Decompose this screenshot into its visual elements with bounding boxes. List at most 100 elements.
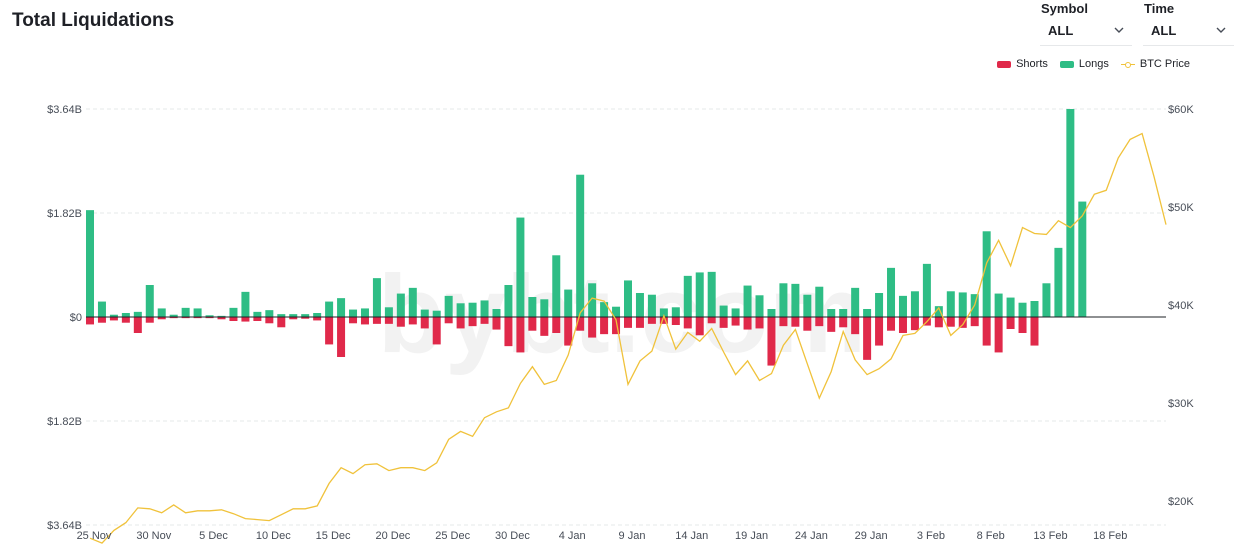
x-axis-tick: 25 Nov: [77, 530, 112, 542]
chevron-down-icon: [1216, 27, 1226, 33]
long-bar: [97, 301, 106, 317]
short-bar: [910, 317, 919, 331]
long-bar: [612, 306, 621, 317]
long-bar: [600, 302, 609, 317]
long-bar: [1006, 297, 1015, 317]
long-bar: [492, 309, 501, 317]
symbol-select-value: ALL: [1048, 23, 1074, 38]
x-axis-tick: 30 Nov: [136, 530, 171, 542]
left-axis-tick: $3.64B: [47, 104, 82, 116]
long-bar: [157, 308, 166, 317]
short-bar: [970, 317, 979, 327]
legend-item-btc-price[interactable]: BTC Price: [1120, 58, 1190, 70]
long-bar: [1066, 109, 1075, 317]
long-bar: [480, 300, 489, 317]
short-bar: [1030, 317, 1039, 346]
long-bar: [468, 302, 477, 317]
short-bar: [803, 317, 812, 331]
short-bar: [946, 317, 955, 327]
short-bar: [516, 317, 525, 353]
long-bar: [982, 231, 991, 317]
long-bar: [193, 308, 202, 317]
legend-label-shorts: Shorts: [1016, 58, 1048, 70]
short-bar: [468, 317, 477, 327]
long-bar: [910, 291, 919, 317]
long-bar: [707, 271, 716, 317]
short-bar: [719, 317, 728, 328]
short-bar: [408, 317, 417, 325]
short-bar: [743, 317, 752, 330]
short-bar: [791, 317, 800, 327]
right-axis-tick: $50K: [1168, 202, 1194, 214]
long-bar: [540, 299, 549, 317]
long-bar: [408, 287, 417, 317]
left-axis-tick: $1.82B: [47, 416, 82, 428]
short-bar: [875, 317, 884, 346]
short-bar: [157, 317, 166, 320]
long-bar: [839, 309, 848, 317]
short-bar: [301, 317, 310, 319]
long-bar: [349, 309, 358, 317]
long-bar: [659, 308, 668, 317]
left-axis-tick: $3.64B: [47, 520, 82, 532]
x-axis-tick: 29 Jan: [855, 530, 888, 542]
long-bar: [671, 307, 680, 317]
short-bar: [647, 317, 656, 324]
page-title: Total Liquidations: [12, 10, 175, 31]
short-bar: [181, 317, 190, 319]
x-axis-tick: 20 Dec: [375, 530, 410, 542]
short-bar: [659, 317, 668, 324]
x-axis-tick: 10 Dec: [256, 530, 291, 542]
legend-item-shorts[interactable]: Shorts: [997, 58, 1048, 70]
long-bar: [1078, 201, 1087, 317]
symbol-label: Symbol: [1041, 1, 1088, 16]
x-axis-tick: 24 Jan: [795, 530, 828, 542]
short-bar: [588, 317, 597, 338]
long-bar: [719, 305, 728, 317]
long-bar: [121, 313, 130, 317]
short-bar: [133, 317, 142, 333]
x-axis-tick: 15 Dec: [316, 530, 351, 542]
long-bar: [683, 275, 692, 317]
time-select[interactable]: ALL: [1143, 19, 1234, 46]
time-label: Time: [1144, 1, 1175, 16]
short-bar: [337, 317, 346, 357]
short-bar: [683, 317, 692, 329]
legend-item-longs[interactable]: Longs: [1059, 58, 1109, 70]
short-bar: [349, 317, 358, 324]
long-bar: [779, 283, 788, 317]
short-bar: [229, 317, 238, 321]
short-bar: [994, 317, 1003, 353]
short-bar: [1006, 317, 1015, 329]
short-bar: [552, 317, 561, 333]
short-bar: [671, 317, 680, 325]
short-bar: [755, 317, 764, 329]
chart-legend: Shorts Longs BTC Price: [997, 58, 1190, 70]
short-bar: [827, 317, 836, 332]
long-bar: [994, 293, 1003, 317]
x-axis-tick: 14 Jan: [675, 530, 708, 542]
long-bar: [265, 310, 274, 317]
symbol-select[interactable]: ALL: [1040, 19, 1132, 46]
short-bar: [779, 317, 788, 327]
legend-label-btc-price: BTC Price: [1139, 58, 1190, 70]
short-bar: [456, 317, 465, 329]
short-bar: [1018, 317, 1027, 333]
short-bar: [145, 317, 154, 323]
long-bar: [576, 174, 585, 317]
short-bar: [396, 317, 405, 327]
short-bar: [576, 317, 585, 331]
btc-price-swatch: [1120, 61, 1135, 68]
short-bar: [707, 317, 716, 324]
short-bar: [934, 317, 943, 328]
short-bar: [767, 317, 776, 366]
long-bar: [958, 292, 967, 317]
long-bar: [851, 287, 860, 317]
short-bar: [420, 317, 429, 329]
long-bar: [1042, 283, 1051, 317]
short-bar: [384, 317, 393, 324]
btc-price-line: [89, 132, 1167, 544]
long-bar: [169, 314, 178, 317]
short-bar: [863, 317, 872, 360]
long-bar: [946, 291, 955, 317]
